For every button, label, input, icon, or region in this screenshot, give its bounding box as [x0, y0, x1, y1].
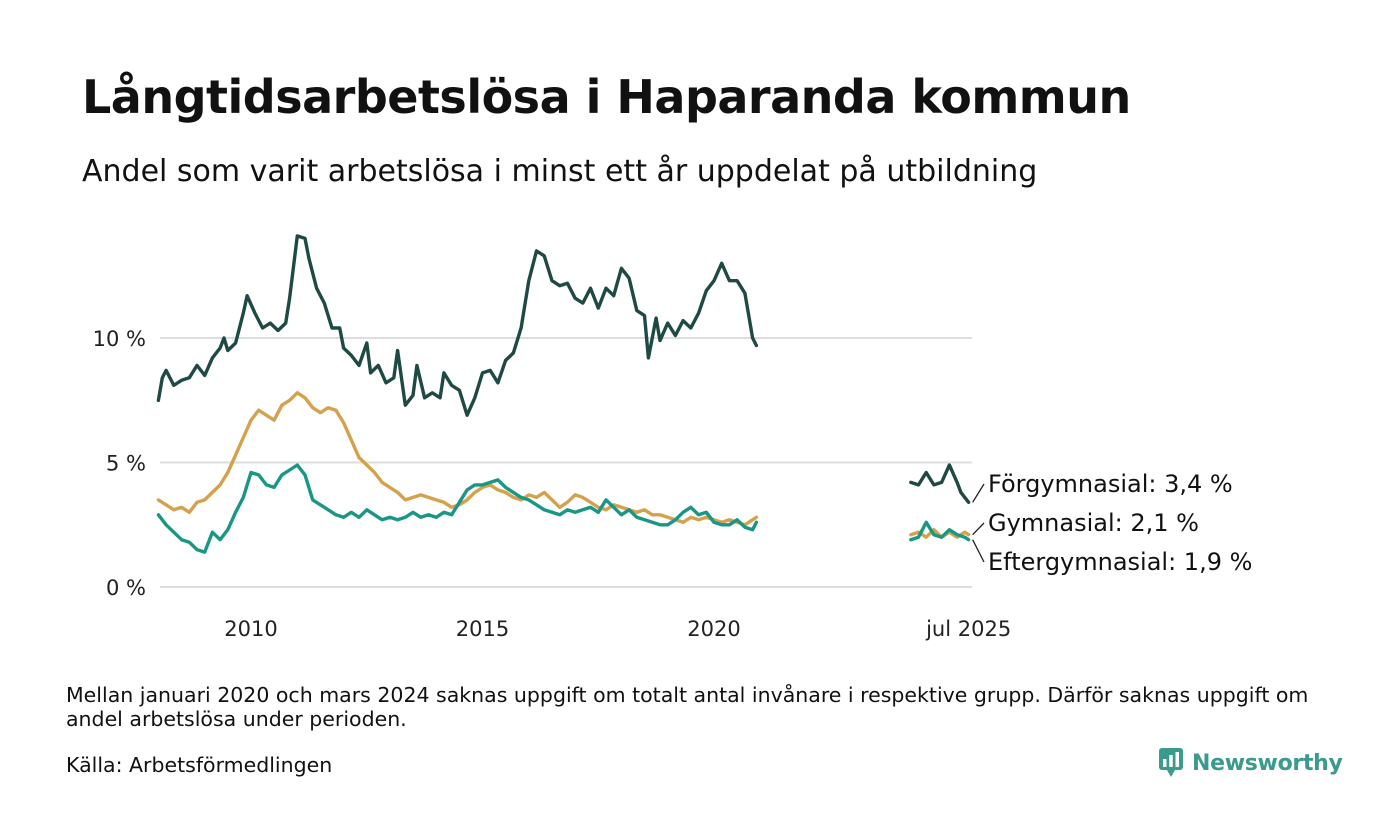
- label-leader-line: [972, 483, 985, 503]
- series-line-eftergymnasial: [156, 463, 759, 554]
- source-line: Källa: Arbetsförmedlingen: [66, 753, 333, 777]
- y-tick-label: 0 %: [106, 576, 146, 600]
- chart-subtitle: Andel som varit arbetslösa i minst ett å…: [82, 154, 1038, 189]
- x-tick-label: 2015: [456, 617, 509, 641]
- brand-name: Newsworthy: [1192, 750, 1343, 776]
- label-leader-line: [972, 522, 985, 536]
- y-axis-ticks: 0 % 5 % 10 %: [93, 327, 146, 600]
- series-lines: [156, 234, 971, 554]
- series-label-gymnasial: Gymnasial: 2,1 %: [988, 509, 1199, 537]
- chart-title: Långtidsarbetslösa i Haparanda kommun: [82, 70, 1131, 124]
- footnote: Mellan januari 2020 och mars 2024 saknas…: [66, 683, 1309, 731]
- series-label-forgymnasial: Förgymnasial: 3,4 %: [988, 470, 1233, 498]
- x-tick-label: 2020: [687, 617, 740, 641]
- x-tick-label: 2010: [224, 617, 277, 641]
- series-line-forgymnasial: [909, 463, 971, 504]
- x-tick-label: jul 2025: [925, 617, 1011, 641]
- gridlines: [160, 337, 972, 588]
- series-line-eftergymnasial: [909, 520, 971, 542]
- label-leader-line: [972, 539, 985, 563]
- y-tick-label: 5 %: [106, 452, 146, 476]
- bar-chart-speech-icon: [1159, 748, 1183, 777]
- line-chart: 0 % 5 % 10 % 2010 2015 2020 jul 2025 Förgymna…: [93, 234, 1252, 641]
- series-label-eftergymnasial: Eftergymnasial: 1,9 %: [988, 548, 1252, 576]
- series-line-forgymnasial: [156, 234, 759, 417]
- brand-logo: Newsworthy: [1158, 746, 1343, 780]
- series-end-labels: Förgymnasial: 3,4 % Gymnasial: 2,1 % Efter…: [972, 470, 1252, 576]
- x-axis-ticks: 2010 2015 2020 jul 2025: [224, 617, 1011, 641]
- y-tick-label: 10 %: [93, 327, 146, 351]
